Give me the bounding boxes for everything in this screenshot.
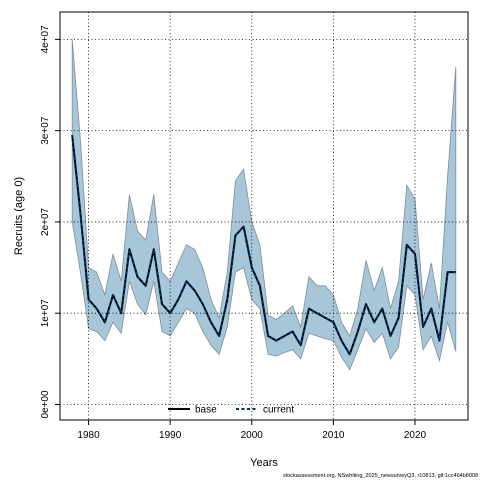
y-tick-label-4: 4e+07 bbox=[40, 25, 51, 54]
legend: base current bbox=[168, 405, 294, 416]
legend-label-base: base bbox=[195, 405, 217, 416]
x-tick-label-1980: 1980 bbox=[77, 430, 100, 441]
confidence-band-area bbox=[71, 39, 457, 371]
series-lines bbox=[71, 135, 456, 356]
chart-caption: stockassessment.org, NSwhiting_2025_news… bbox=[283, 473, 478, 479]
series-line-base bbox=[71, 135, 456, 356]
y-tick-label-3: 3e+07 bbox=[40, 116, 51, 145]
x-tick-label-2020: 2020 bbox=[404, 430, 427, 441]
legend-label-current: current bbox=[263, 405, 294, 416]
x-tick-label-2000: 2000 bbox=[241, 430, 264, 441]
y-tick-label-2: 2e+07 bbox=[40, 207, 51, 236]
x-tick-label-1990: 1990 bbox=[159, 430, 182, 441]
y-tick-label-1: 1e+07 bbox=[40, 299, 51, 328]
plot-frame bbox=[59, 11, 469, 421]
axes: 1980 1990 2000 2010 2020 0e+00 1e+07 2e+07 3e+07… bbox=[40, 25, 427, 441]
y-tick-label-0: 0e+00 bbox=[40, 390, 51, 419]
x-tick-label-2010: 2010 bbox=[322, 430, 345, 441]
y-axis-title: Recruits (age 0) bbox=[13, 177, 25, 255]
confidence-band bbox=[71, 39, 457, 371]
x-axis-title: Years bbox=[250, 457, 278, 469]
